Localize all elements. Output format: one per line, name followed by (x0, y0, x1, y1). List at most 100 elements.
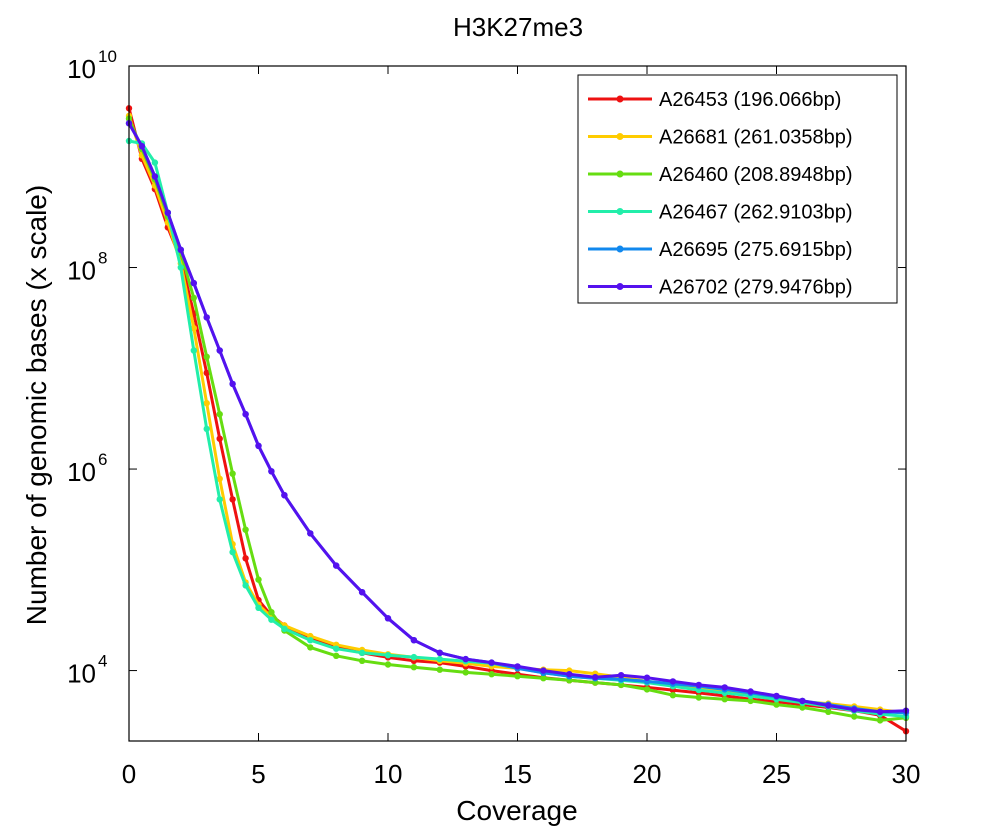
data-point (255, 604, 262, 611)
x-tick-label: 20 (633, 759, 662, 789)
data-point (825, 708, 832, 715)
y-tick-label-exponent: 8 (98, 249, 107, 268)
data-point (333, 562, 340, 569)
x-tick-label: 25 (762, 759, 791, 789)
data-point (190, 325, 197, 332)
data-point (462, 655, 469, 663)
data-point (721, 684, 728, 691)
y-axis-label: Number of genomic bases (x scale) (21, 185, 52, 625)
y-tick-label-base: 10 (67, 457, 96, 487)
data-point (242, 555, 249, 562)
data-point (643, 686, 651, 693)
data-point (721, 696, 728, 703)
data-point (669, 692, 677, 699)
x-axis-label: Coverage (456, 795, 577, 826)
legend-label: A26460 (208.8948bp) (659, 164, 853, 186)
data-point (799, 697, 806, 705)
data-point (190, 294, 197, 302)
data-point (358, 589, 366, 596)
data-point (229, 380, 236, 388)
data-point (216, 411, 223, 418)
data-point (216, 475, 223, 482)
data-point (462, 669, 469, 676)
legend-swatch-marker (616, 170, 624, 178)
data-point (436, 655, 443, 663)
x-tick-label: 30 (892, 759, 921, 789)
y-tick-label-base: 10 (67, 54, 96, 84)
legend-label: A26702 (279.9476bp) (659, 277, 853, 299)
data-point (358, 649, 366, 656)
data-point (268, 609, 275, 616)
legend-box (577, 74, 898, 304)
data-point (203, 425, 210, 433)
data-point (151, 173, 159, 180)
data-point (747, 697, 754, 705)
data-point (229, 470, 236, 477)
data-point (164, 209, 171, 216)
data-point (177, 264, 184, 271)
legend-swatch-marker (616, 283, 624, 290)
data-point (190, 279, 197, 287)
legend-label: A26467 (262.9103bp) (659, 202, 853, 224)
legend-swatch-marker (616, 208, 624, 215)
data-point (281, 492, 288, 499)
data-point (617, 681, 625, 689)
data-point (216, 496, 223, 503)
data-point (242, 582, 249, 589)
data-point (540, 667, 547, 674)
data-point (384, 615, 392, 622)
data-point (384, 652, 392, 659)
data-point (190, 347, 197, 354)
data-point (281, 625, 288, 632)
data-point (773, 692, 780, 700)
x-tick-label: 10 (374, 759, 403, 789)
data-point (216, 435, 223, 442)
data-point (203, 314, 210, 321)
data-point (410, 664, 418, 671)
data-point (255, 442, 262, 449)
data-point (851, 706, 858, 713)
data-point (669, 678, 677, 685)
data-point (851, 713, 858, 720)
data-point (773, 701, 780, 708)
legend-swatch-marker (616, 245, 624, 253)
legend: A26453 (196.066bp) A26681 (261.0358bp) A26… (577, 74, 898, 304)
data-point (177, 246, 184, 253)
data-point (514, 673, 521, 680)
data-point (592, 674, 599, 681)
data-point (410, 637, 418, 644)
data-point (242, 526, 249, 533)
y-tick-label-base: 10 (67, 659, 96, 689)
data-point (242, 411, 249, 418)
data-point (566, 671, 573, 678)
data-point (307, 637, 314, 644)
y-tick-label-exponent: 10 (98, 47, 117, 66)
data-point (151, 159, 159, 166)
data-point (203, 369, 210, 377)
data-point (255, 576, 262, 583)
data-point (799, 704, 806, 711)
series-2 (125, 115, 910, 724)
data-point (747, 688, 754, 695)
x-axis-ticks: 0 5 10 15 20 25 30 (122, 66, 921, 789)
series-5 (125, 120, 910, 715)
legend-label: A26681 (261.0358bp) (659, 127, 853, 149)
data-point (643, 674, 651, 681)
x-tick-label: 5 (251, 759, 265, 789)
data-point (410, 653, 418, 661)
data-point (488, 659, 495, 666)
data-point (617, 672, 625, 679)
data-point (695, 694, 702, 701)
data-point (229, 496, 236, 503)
data-point (138, 143, 146, 150)
data-point (384, 661, 392, 668)
legend-swatch-marker (616, 133, 624, 140)
x-tick-label: 0 (122, 759, 136, 789)
x-tick-label: 15 (503, 759, 532, 789)
data-point (307, 644, 314, 651)
data-point (540, 675, 547, 682)
data-point (333, 652, 340, 659)
data-point (203, 353, 210, 360)
plot-area (125, 105, 910, 735)
